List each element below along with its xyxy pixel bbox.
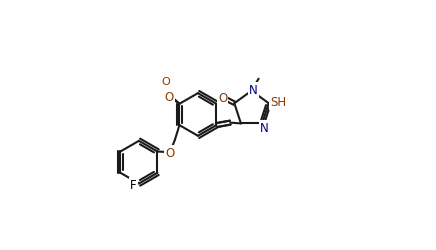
Text: N: N [260,122,269,135]
Text: F: F [130,178,137,192]
Text: SH: SH [270,96,286,109]
Text: O: O [165,146,174,159]
Text: O: O [165,90,174,103]
Text: O: O [218,92,227,104]
Text: O: O [161,76,170,86]
Text: O: O [163,89,172,99]
Text: N: N [249,84,258,96]
